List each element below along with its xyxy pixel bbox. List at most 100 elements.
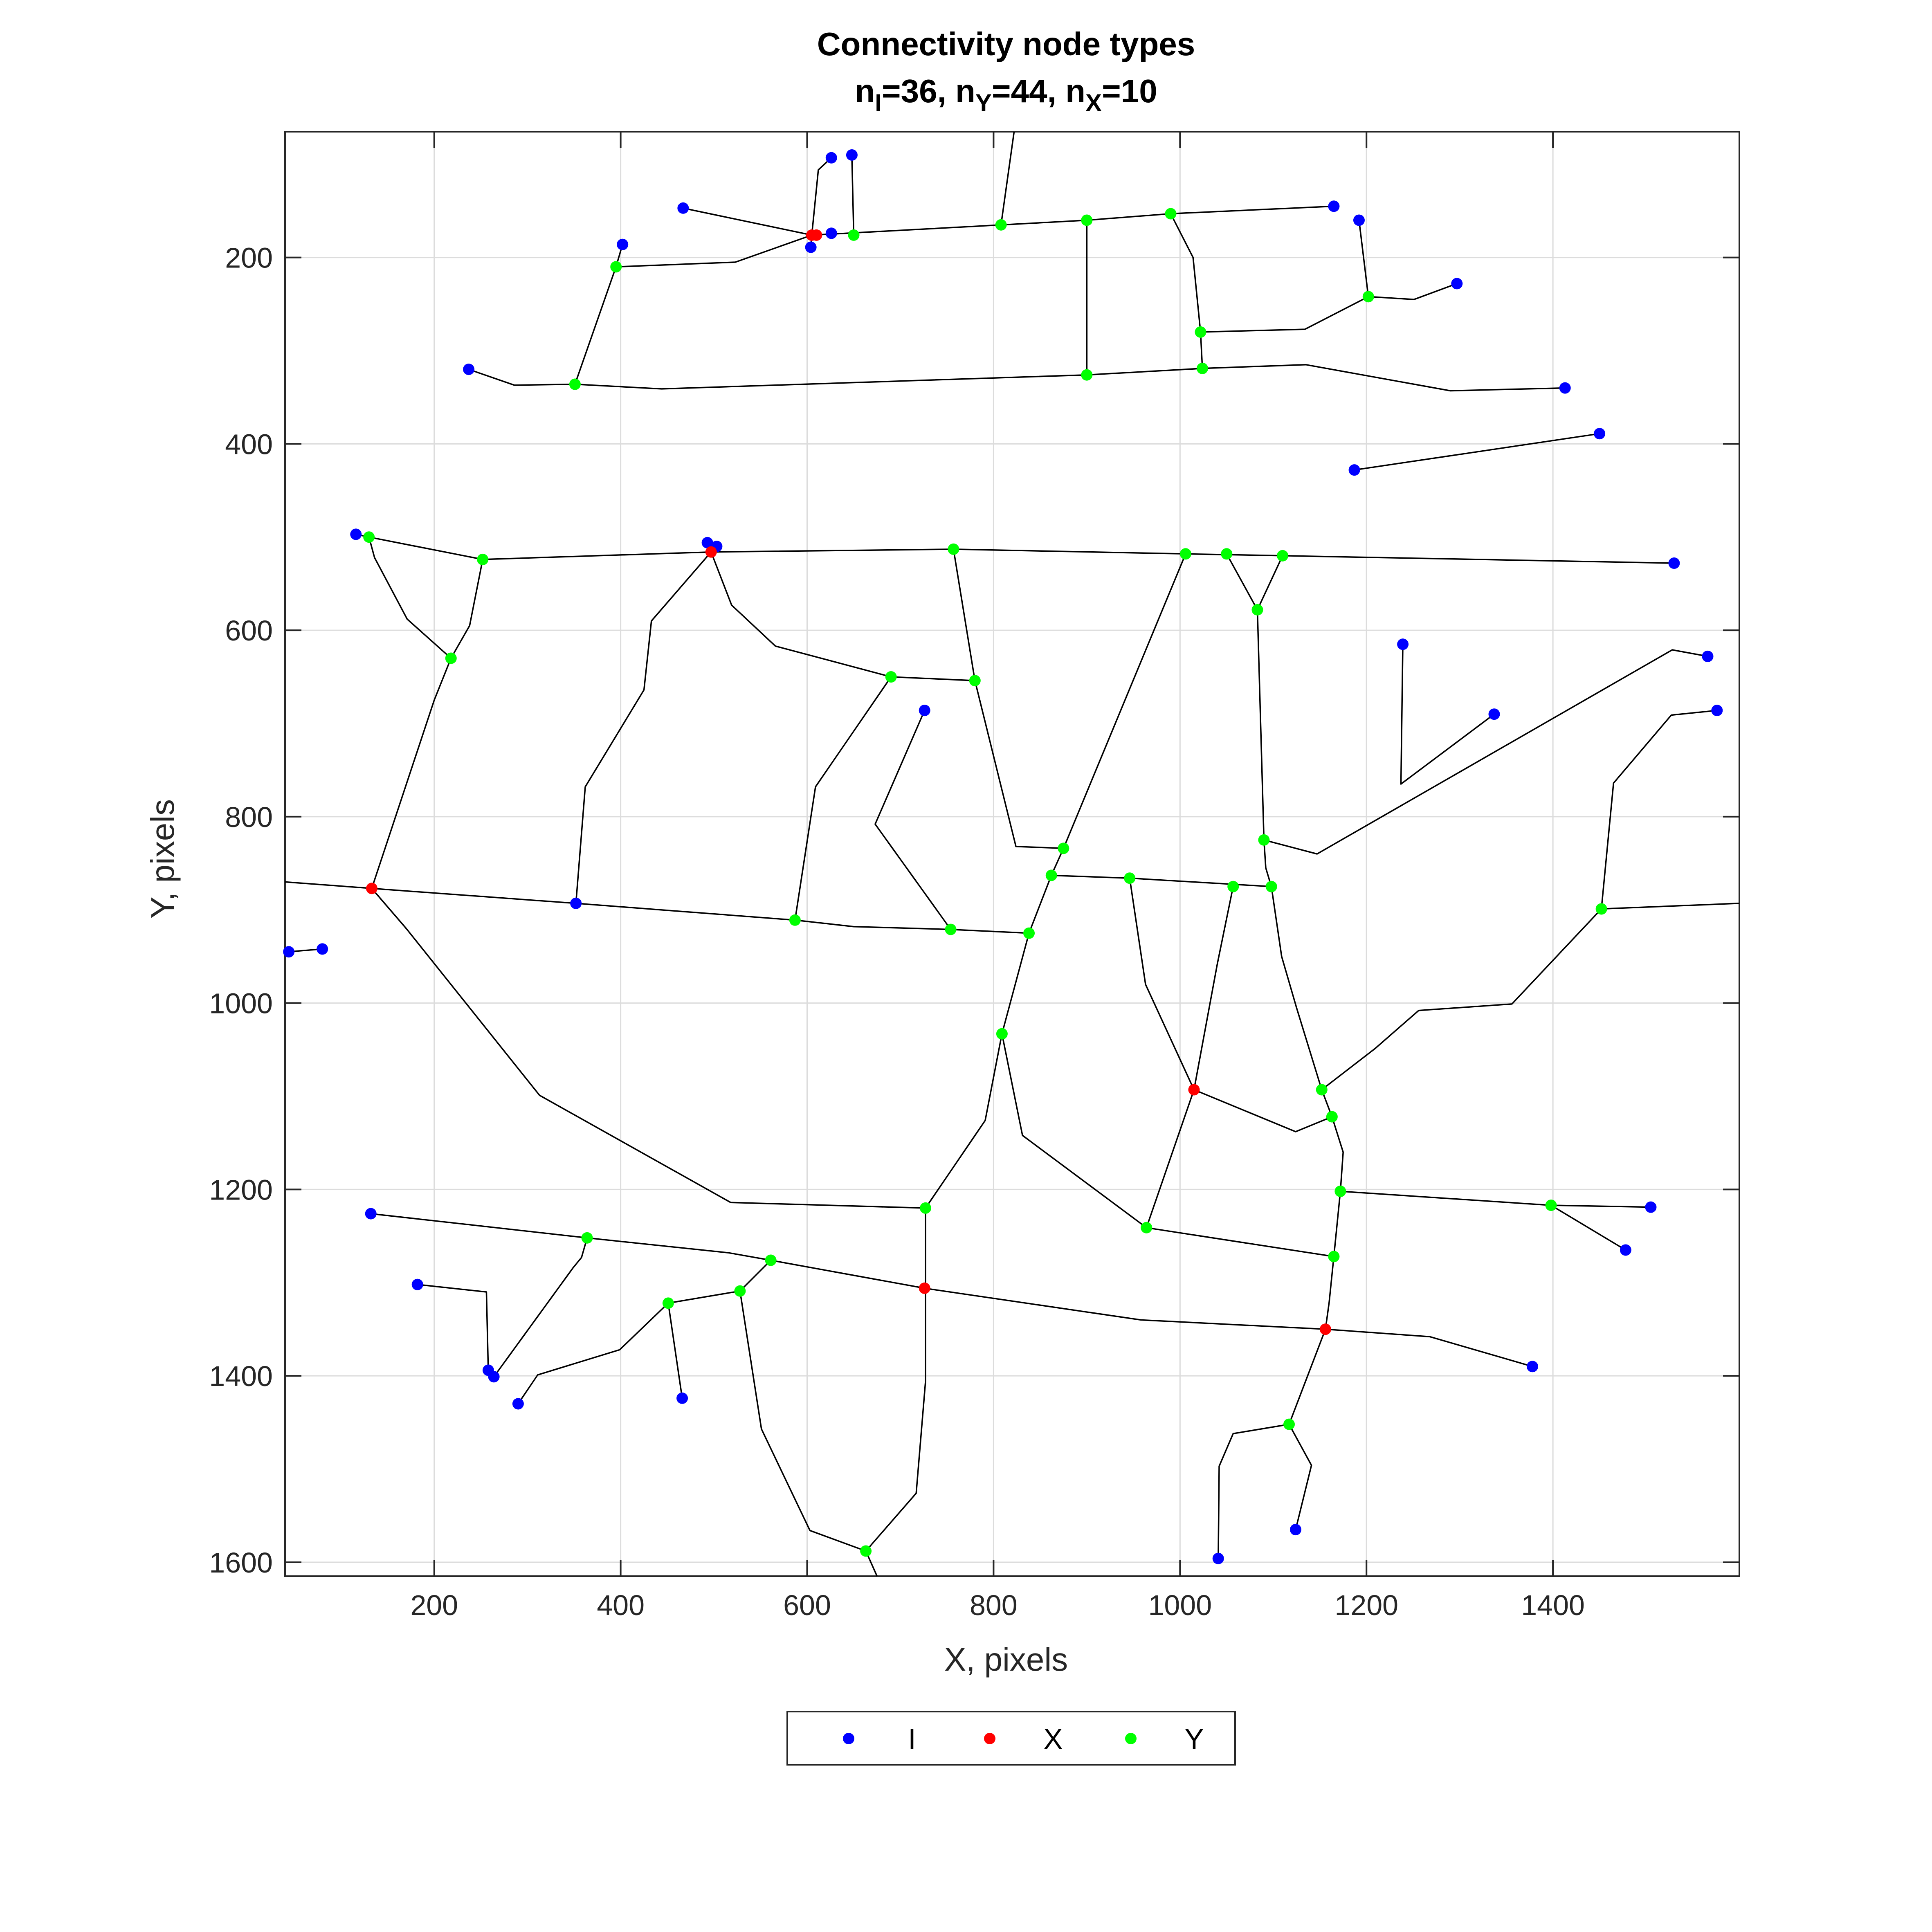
node-point-I	[570, 897, 582, 909]
skeleton-edge	[450, 559, 484, 659]
node-point-Y	[662, 1297, 674, 1309]
node-point-I	[701, 537, 713, 548]
skeleton-edge	[1358, 220, 1369, 297]
node-point-I	[1328, 200, 1340, 212]
skeleton-edge	[874, 710, 952, 930]
node-point-Y	[1221, 548, 1233, 560]
skeleton-edge	[1218, 1423, 1289, 1559]
node-point-Y	[1595, 903, 1607, 915]
node-point-Y	[995, 219, 1007, 231]
skeleton-edge	[1193, 1089, 1332, 1132]
node-point-Y	[734, 1285, 746, 1297]
node-point-Y	[477, 553, 489, 565]
legend-label-Y: Y	[1185, 1723, 1204, 1755]
node-point-I	[919, 705, 930, 717]
node-point-Y	[996, 1028, 1008, 1040]
node-point-Y	[945, 923, 957, 935]
node-points	[283, 149, 1723, 1564]
x-tick-label: 1200	[1334, 1589, 1398, 1621]
node-point-I	[1645, 1201, 1657, 1213]
node-point-Y	[789, 914, 801, 926]
y-axis-label: Y, pixels	[144, 799, 181, 919]
y-tick-label: 1400	[209, 1360, 273, 1392]
skeleton-edge	[575, 551, 712, 903]
skeleton-edge	[1354, 433, 1600, 471]
node-point-Y	[1124, 872, 1136, 884]
x-tick-label: 600	[783, 1589, 831, 1621]
node-point-Y	[363, 531, 375, 543]
subtitle-subscript: Y	[975, 89, 992, 117]
x-tick-label: 800	[970, 1589, 1018, 1621]
node-point-X	[366, 883, 377, 894]
x-axis-label: X, pixels	[944, 1641, 1068, 1678]
node-point-Y	[860, 1545, 872, 1557]
node-point-Y	[1316, 1084, 1328, 1096]
node-point-Y	[1328, 1251, 1340, 1263]
node-point-Y	[1045, 869, 1057, 881]
node-point-Y	[1362, 291, 1374, 303]
legend-marker-X	[984, 1733, 995, 1744]
node-point-I	[677, 202, 689, 214]
series-I	[283, 149, 1723, 1564]
skeleton-edge	[1256, 609, 1272, 887]
node-point-I	[463, 364, 475, 375]
node-point-I	[1353, 214, 1365, 226]
skeleton-edge	[355, 533, 1674, 564]
node-point-Y	[1251, 604, 1263, 616]
subtitle-subscript: I	[875, 89, 882, 117]
node-point-I	[825, 227, 837, 239]
x-tick-label: 200	[410, 1589, 458, 1621]
node-point-Y	[1265, 881, 1277, 892]
node-point-I	[1702, 650, 1714, 662]
node-point-Y	[1258, 834, 1270, 846]
node-point-Y	[948, 543, 959, 555]
node-point-I	[1668, 557, 1680, 569]
skeleton-edge	[371, 888, 926, 1288]
series-Y	[363, 208, 1607, 1557]
node-point-X	[919, 1282, 930, 1294]
series-X	[366, 229, 1331, 1335]
node-point-I	[1711, 705, 1723, 717]
skeleton-edge	[574, 266, 617, 385]
node-point-Y	[1023, 927, 1035, 939]
legend-label-X: X	[1044, 1723, 1063, 1755]
node-point-Y	[848, 229, 860, 241]
skeleton-edge	[1600, 710, 1717, 909]
skeleton-edge	[1146, 1227, 1334, 1258]
node-point-Y	[1081, 214, 1093, 226]
skeleton-edge	[1129, 878, 1195, 1090]
grid-lines	[285, 132, 1739, 1576]
skeleton-edge	[371, 658, 452, 889]
node-point-X	[1188, 1084, 1200, 1096]
skeleton-edge	[1288, 1329, 1326, 1530]
skeleton-edge	[710, 552, 975, 681]
node-point-Y	[885, 671, 897, 683]
skeleton-edge	[1001, 1033, 1147, 1229]
node-point-I	[1451, 278, 1463, 290]
node-point-I	[805, 241, 817, 253]
node-point-X	[1319, 1323, 1331, 1335]
node-point-Y	[1227, 881, 1239, 892]
node-point-I	[1212, 1552, 1224, 1564]
skeleton-edge	[667, 1303, 683, 1399]
x-tick-label: 1000	[1148, 1589, 1212, 1621]
skeleton-edge	[493, 1238, 588, 1377]
skeleton-edge	[1321, 903, 1740, 1090]
node-point-Y	[1283, 1418, 1295, 1430]
skeleton-edge	[794, 676, 892, 921]
node-point-Y	[1058, 842, 1069, 854]
node-point-Y	[1326, 1111, 1338, 1123]
node-point-X	[705, 546, 717, 558]
node-point-Y	[969, 675, 981, 687]
chart-title: Connectivity node types	[817, 26, 1195, 62]
subtitle-subscript: X	[1085, 89, 1102, 117]
node-point-I	[1594, 428, 1606, 440]
skeleton-edge	[1270, 886, 1344, 1330]
subtitle-segment: =36, n	[882, 73, 975, 109]
skeleton-edge	[925, 933, 1030, 1209]
legend-marker-I	[843, 1733, 854, 1744]
legend-label-I: I	[908, 1723, 916, 1755]
node-point-I	[825, 152, 837, 164]
